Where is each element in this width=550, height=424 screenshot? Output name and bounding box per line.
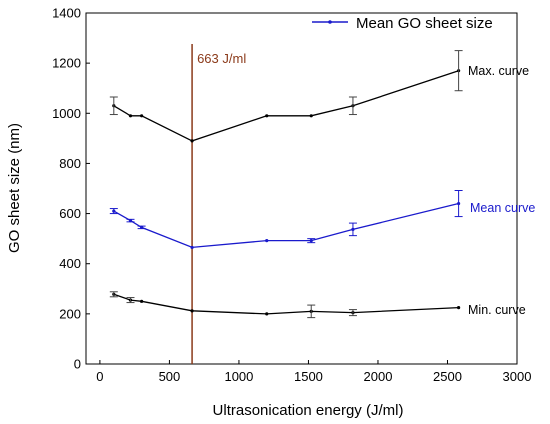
error-bar — [454, 190, 463, 218]
data-point — [190, 139, 194, 143]
series-label: Max. curve — [468, 64, 529, 78]
y-tick-label: 200 — [59, 306, 81, 321]
data-point — [265, 239, 269, 243]
data-point — [265, 312, 269, 316]
y-tick-label: 0 — [74, 357, 81, 372]
data-point — [140, 299, 144, 303]
series-mean-curve: Mean curve — [109, 190, 535, 250]
y-tick-label: 800 — [59, 156, 81, 171]
error-bar — [109, 208, 118, 215]
y-axis-ticks: 0 200 400 600 800 1000 1200 1400 — [52, 6, 90, 372]
series-line — [113, 293, 459, 315]
error-bar — [126, 297, 135, 304]
data-point — [309, 114, 313, 118]
y-tick-label: 1200 — [52, 56, 81, 71]
error-bar — [109, 96, 118, 116]
data-point — [457, 305, 461, 310]
error-bar — [454, 50, 463, 92]
series-max-curve: Max. curve — [109, 50, 529, 143]
data-point — [265, 114, 269, 118]
legend: Mean GO sheet size — [312, 15, 493, 32]
data-point — [128, 114, 133, 118]
error-bar — [109, 291, 118, 298]
error-bar — [348, 309, 357, 317]
data-series: Max. curve Mean curve Min. curve — [109, 50, 535, 319]
series-line — [113, 70, 459, 142]
series-min-curve: Min. curve — [109, 291, 526, 319]
error-bar — [348, 96, 357, 116]
x-tick-label: 2500 — [433, 369, 462, 384]
x-tick-label: 500 — [159, 369, 181, 384]
y-tick-label: 1000 — [52, 106, 81, 121]
y-tick-label: 600 — [59, 206, 81, 221]
vertical-marker: 663 J/ml — [191, 44, 246, 364]
error-bar — [137, 225, 146, 230]
x-tick-label: 2000 — [364, 369, 393, 384]
x-tick-label: 1000 — [224, 369, 253, 384]
series-label: Min. curve — [468, 303, 526, 317]
error-bar — [126, 218, 135, 223]
series-line — [113, 202, 459, 249]
legend-label: Mean GO sheet size — [356, 15, 493, 32]
x-axis-title: Ultrasonication energy (J/ml) — [213, 402, 404, 419]
legend-swatch-marker — [328, 20, 332, 24]
data-point — [140, 114, 144, 118]
data-point — [190, 245, 194, 250]
data-point — [190, 309, 194, 313]
error-bar — [348, 222, 357, 237]
plot-border — [85, 12, 518, 365]
error-bar — [307, 238, 316, 244]
x-tick-label: 1500 — [294, 369, 323, 384]
x-tick-label: 0 — [96, 369, 103, 384]
x-axis-ticks: 0 500 1000 1500 2000 2500 3000 — [96, 360, 531, 384]
y-axis-title: GO sheet size (nm) — [6, 123, 23, 253]
x-tick-label: 3000 — [503, 369, 532, 384]
y-tick-label: 1400 — [52, 6, 81, 21]
plot-frame — [85, 12, 518, 365]
vertical-marker-label: 663 J/ml — [197, 51, 246, 66]
y-tick-label: 400 — [59, 256, 81, 271]
series-label: Mean curve — [470, 201, 535, 215]
error-bar — [307, 304, 316, 319]
